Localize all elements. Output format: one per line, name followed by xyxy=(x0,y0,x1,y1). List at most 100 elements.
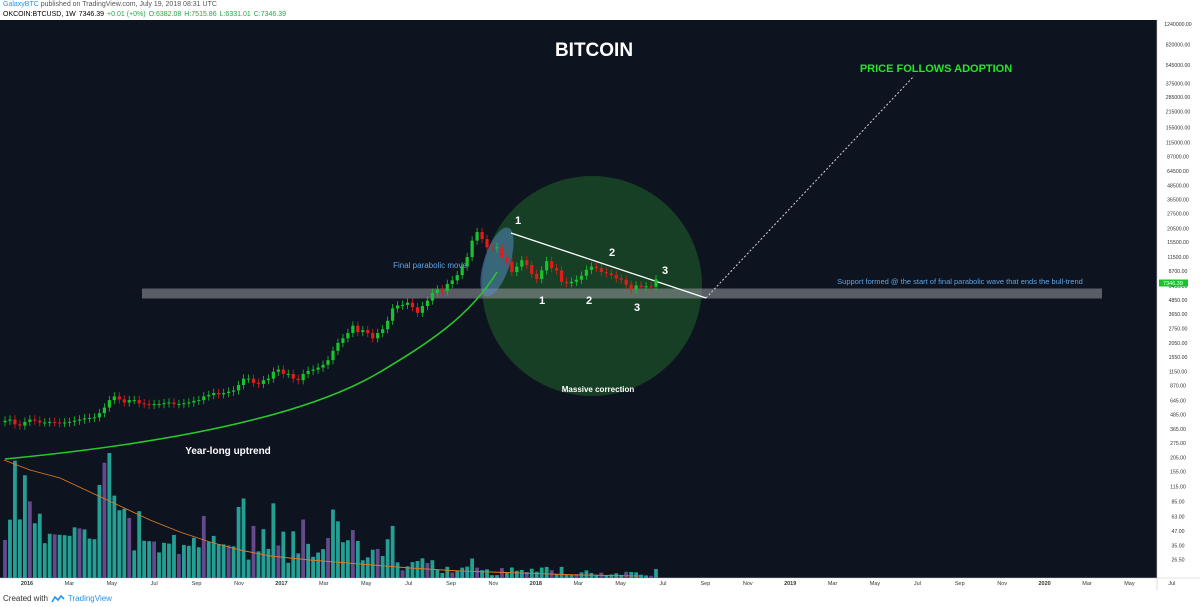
volume-bar xyxy=(544,566,549,578)
candle-body xyxy=(281,369,285,374)
time-tick-label: Sep xyxy=(192,581,202,587)
candle-body xyxy=(559,270,564,282)
candle-body xyxy=(525,260,529,266)
candle-body xyxy=(251,378,256,383)
candle-body xyxy=(415,307,420,313)
candle-body xyxy=(13,419,17,425)
volume-bar xyxy=(211,535,216,578)
candle-body xyxy=(465,257,469,267)
volume-bar xyxy=(350,530,355,578)
volume-bar xyxy=(420,558,425,578)
price-change: +0.01 (+0%) xyxy=(107,11,146,18)
candle-body xyxy=(485,239,489,248)
support-label: Support formed @ the start of final para… xyxy=(837,277,1083,286)
volume-bars xyxy=(3,453,658,578)
time-tick-label: 2019 xyxy=(784,581,796,587)
current-price-label: 7346.39 xyxy=(1163,281,1183,287)
price-tick-label: 36500.00 xyxy=(1167,198,1189,204)
volume-bar xyxy=(311,556,316,578)
candle-body xyxy=(192,400,196,403)
candle-body xyxy=(77,419,82,421)
candle-body xyxy=(420,306,425,313)
open-value: O:6382.08 xyxy=(148,11,182,18)
candle-body xyxy=(545,261,549,271)
candle-body xyxy=(311,369,315,371)
ohlc-bar: OKCOIN:BTCUSD, 1W 7346.39 +0.01 (+0%) O:638… xyxy=(0,9,1200,20)
candle-body xyxy=(589,266,593,270)
price-tick-label: 48500.00 xyxy=(1167,183,1189,189)
price-tick-label: 365.00 xyxy=(1170,427,1186,433)
candle-body xyxy=(43,422,47,424)
volume-bar xyxy=(594,574,599,578)
author-link[interactable]: GalaxyBTC xyxy=(3,1,39,8)
volume-bar xyxy=(77,528,82,578)
year-long-uptrend-label: Year-long uptrend xyxy=(185,446,271,457)
volume-bar xyxy=(505,572,509,578)
price-tick-label: 1550.00 xyxy=(1169,355,1188,361)
price-tick-label: 3650.00 xyxy=(1169,312,1188,318)
candle-body xyxy=(3,420,7,423)
candle-body xyxy=(386,320,390,330)
volume-bar xyxy=(455,571,460,578)
candle-body xyxy=(182,403,186,405)
time-tick-label: Jul xyxy=(1168,581,1175,587)
candle-body xyxy=(391,308,395,321)
time-tick-label: 2016 xyxy=(21,581,33,587)
time-tick-label: 2017 xyxy=(275,581,287,587)
volume-bar xyxy=(251,525,256,578)
volume-bar xyxy=(341,542,345,578)
candle-body xyxy=(177,404,181,406)
volume-bar xyxy=(231,546,236,578)
tradingview-brand-link[interactable]: TradingView xyxy=(67,594,112,603)
candle-body xyxy=(187,402,191,404)
price-tick-label: 1240000.00 xyxy=(1164,22,1192,28)
time-tick-label: Jul xyxy=(914,581,921,587)
volume-bar xyxy=(142,540,147,578)
volume-bar xyxy=(186,545,191,578)
volume-bar xyxy=(3,540,7,578)
candle-body xyxy=(157,404,161,406)
chart-title: BITCOIN xyxy=(555,40,633,61)
volume-bar xyxy=(261,529,266,578)
volume-bar xyxy=(147,541,152,578)
time-tick-label: May xyxy=(107,581,118,587)
candle-body xyxy=(256,382,261,384)
adoption-projection-line xyxy=(705,75,915,299)
candle-body xyxy=(202,396,206,401)
time-tick-label: Mar xyxy=(65,581,75,587)
candle-body xyxy=(291,373,295,379)
volume-bar xyxy=(634,572,639,578)
candle-body xyxy=(276,369,280,372)
candle-body xyxy=(564,281,569,284)
volume-bar xyxy=(440,572,445,578)
candle-body xyxy=(18,424,22,426)
candle-body xyxy=(68,421,72,423)
volume-bar xyxy=(266,548,271,578)
candle-body xyxy=(266,378,270,381)
candle-body xyxy=(112,396,116,401)
last-price: 7346.39 xyxy=(78,11,105,18)
price-tick-label: 275.00 xyxy=(1170,441,1186,447)
low-value: L:6331.01 xyxy=(219,11,251,18)
high-value: H:7515.86 xyxy=(184,11,217,18)
symbol-label: OKCOIN:BTCUSD, 1W xyxy=(3,11,76,18)
parabolic-highlight-ellipse xyxy=(480,227,514,297)
volume-bar xyxy=(639,574,643,578)
time-tick-label: Sep xyxy=(701,581,711,587)
price-chart[interactable]: 1240000.00820000.00545000.00375000.00285… xyxy=(0,20,1200,590)
candle-body xyxy=(500,247,504,258)
price-tick-label: 63.00 xyxy=(1172,514,1185,520)
volume-bar xyxy=(196,547,201,578)
price-axis-background xyxy=(1157,20,1200,578)
volume-bar xyxy=(132,550,137,578)
candle-body xyxy=(152,404,156,406)
volume-bar xyxy=(182,545,186,578)
time-tick-label: Nov xyxy=(743,581,753,587)
candle-body xyxy=(301,373,305,381)
candle-body xyxy=(53,421,57,423)
candle-body xyxy=(341,338,345,343)
volume-bar xyxy=(539,567,544,578)
candle-body xyxy=(604,272,608,274)
volume-bar xyxy=(301,519,306,578)
candle-body xyxy=(48,421,52,423)
